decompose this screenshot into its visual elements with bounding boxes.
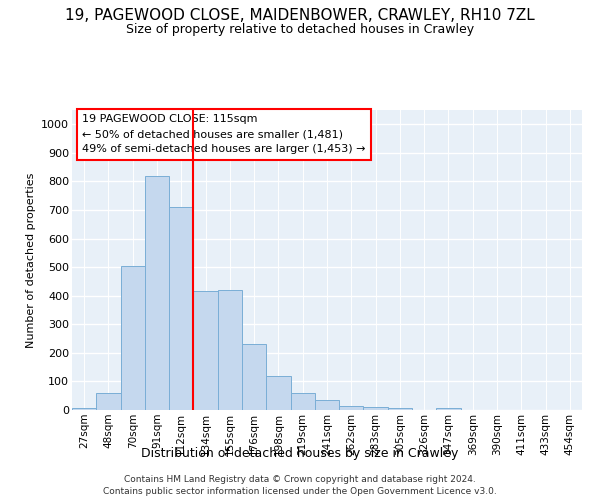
Bar	[364, 406, 388, 410]
Bar	[193, 292, 218, 410]
Bar	[339, 406, 364, 410]
Bar	[315, 400, 339, 410]
Bar	[242, 344, 266, 410]
Y-axis label: Number of detached properties: Number of detached properties	[26, 172, 35, 348]
Bar	[266, 376, 290, 410]
Bar	[96, 394, 121, 410]
Bar	[218, 290, 242, 410]
Bar	[388, 408, 412, 410]
Text: 19 PAGEWOOD CLOSE: 115sqm
← 50% of detached houses are smaller (1,481)
49% of se: 19 PAGEWOOD CLOSE: 115sqm ← 50% of detac…	[82, 114, 366, 154]
Bar	[145, 176, 169, 410]
Text: Contains public sector information licensed under the Open Government Licence v3: Contains public sector information licen…	[103, 488, 497, 496]
Bar	[169, 207, 193, 410]
Text: Contains HM Land Registry data © Crown copyright and database right 2024.: Contains HM Land Registry data © Crown c…	[124, 475, 476, 484]
Text: Distribution of detached houses by size in Crawley: Distribution of detached houses by size …	[142, 448, 458, 460]
Bar	[121, 266, 145, 410]
Bar	[436, 408, 461, 410]
Text: Size of property relative to detached houses in Crawley: Size of property relative to detached ho…	[126, 22, 474, 36]
Bar	[290, 394, 315, 410]
Bar	[72, 408, 96, 410]
Text: 19, PAGEWOOD CLOSE, MAIDENBOWER, CRAWLEY, RH10 7ZL: 19, PAGEWOOD CLOSE, MAIDENBOWER, CRAWLEY…	[65, 8, 535, 22]
